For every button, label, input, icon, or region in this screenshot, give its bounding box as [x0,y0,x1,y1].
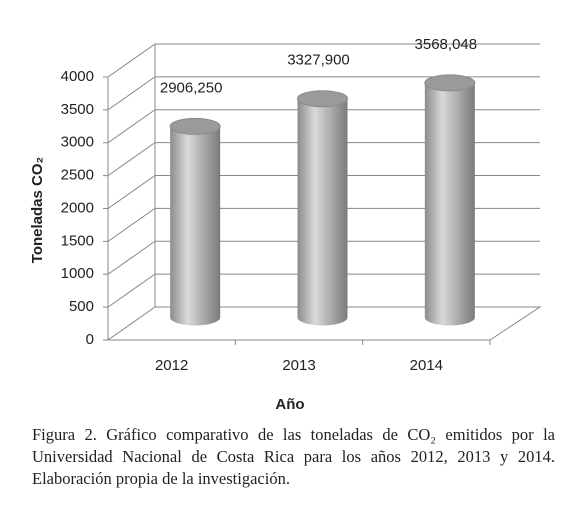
grid-line [107,306,540,341]
grid-line [107,142,540,177]
grid-line [107,109,540,144]
y-tick-label: 3000 [61,134,94,151]
cylinder-top [297,90,348,108]
y-tick-label: 1500 [61,232,94,249]
cylinder [170,126,221,326]
y-tick-label: 0 [86,331,94,348]
grid-line [107,207,540,242]
value-label: 2906,250 [160,79,223,96]
cylinder [424,82,475,326]
y-axis-label: Toneladas CO₂ [29,157,46,263]
y-tick-label: 3500 [61,101,94,118]
cylinder-top [169,117,221,135]
value-label: 3568,048 [415,36,478,53]
x-axis-label: Año [275,396,304,410]
x-tick-label: 2012 [155,357,188,374]
chart: Toneladas CO₂ Año 0 500 1000 1500 2000 2500 30… [29,36,542,410]
caption: Figura 2. Gráfico comparativo de las ton… [32,425,555,488]
x-tick-label: 2014 [410,357,443,374]
grid-line [107,175,540,209]
y-tick-label: 2000 [61,199,94,216]
grid-line [107,43,540,78]
grid-line [107,240,540,275]
y-tick-label: 4000 [61,68,94,85]
y-tick-label: 2500 [61,167,94,184]
y-tick-label: 1000 [61,265,94,282]
cylinder [297,98,348,326]
value-label: 3327,900 [287,52,350,69]
y-tick-label: 500 [69,298,94,315]
grid-line [107,76,540,111]
x-tick-label: 2013 [282,357,315,374]
grid-line [107,273,540,308]
cylinder-top [424,74,476,92]
